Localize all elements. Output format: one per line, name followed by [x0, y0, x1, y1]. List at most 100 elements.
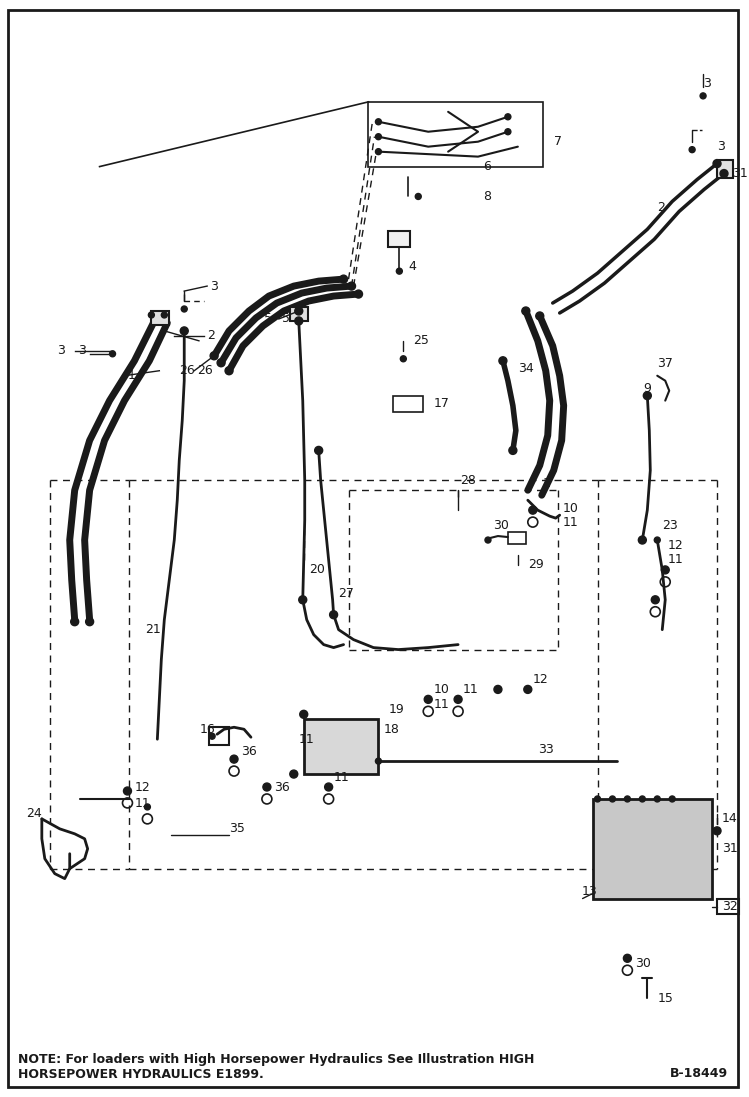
Text: 24: 24 — [26, 807, 42, 821]
Bar — [508, 532, 526, 544]
Text: 11: 11 — [433, 698, 449, 711]
Text: 27: 27 — [339, 587, 354, 600]
Circle shape — [505, 114, 511, 120]
Circle shape — [638, 536, 646, 544]
Circle shape — [536, 312, 544, 320]
Circle shape — [499, 357, 507, 365]
Circle shape — [295, 317, 303, 325]
Circle shape — [324, 783, 333, 791]
Text: NOTE: For loaders with High Horsepower Hydraulics See Illustration HIGH
HORSEPOW: NOTE: For loaders with High Horsepower H… — [18, 1053, 534, 1081]
Text: 37: 37 — [658, 358, 673, 371]
Text: 11: 11 — [463, 683, 479, 695]
Text: 12: 12 — [134, 780, 151, 793]
Circle shape — [148, 312, 154, 318]
Circle shape — [689, 147, 695, 152]
Circle shape — [623, 954, 631, 962]
Text: 8: 8 — [483, 190, 491, 203]
Text: 6: 6 — [483, 160, 491, 173]
Text: 28: 28 — [460, 474, 476, 487]
Text: 26: 26 — [197, 364, 213, 377]
Text: 11: 11 — [333, 770, 349, 783]
Text: 32: 32 — [722, 900, 738, 913]
Circle shape — [339, 275, 348, 283]
Circle shape — [210, 352, 218, 360]
Circle shape — [209, 733, 215, 739]
Circle shape — [161, 312, 167, 318]
Circle shape — [595, 796, 601, 802]
Text: 36: 36 — [241, 745, 257, 758]
Text: 9: 9 — [643, 382, 651, 395]
Text: 29: 29 — [528, 558, 544, 572]
Circle shape — [217, 359, 225, 366]
Circle shape — [181, 327, 188, 335]
Text: 10: 10 — [433, 683, 449, 695]
Text: 10: 10 — [562, 501, 578, 514]
Text: 1: 1 — [127, 370, 136, 382]
Text: 7: 7 — [554, 135, 562, 148]
Text: 33: 33 — [538, 743, 554, 756]
Text: 25: 25 — [413, 335, 429, 348]
Circle shape — [505, 128, 511, 135]
Text: 35: 35 — [229, 823, 245, 835]
Circle shape — [640, 796, 646, 802]
Text: 3: 3 — [210, 280, 218, 293]
Circle shape — [700, 93, 706, 99]
Circle shape — [315, 446, 323, 454]
Bar — [389, 231, 410, 247]
Text: 30: 30 — [493, 519, 509, 532]
Circle shape — [295, 307, 303, 315]
Text: 11: 11 — [134, 798, 151, 811]
Circle shape — [494, 686, 502, 693]
Circle shape — [299, 596, 307, 603]
Text: 12: 12 — [667, 539, 683, 552]
Circle shape — [145, 804, 151, 810]
Circle shape — [354, 290, 363, 298]
Circle shape — [124, 787, 132, 795]
Bar — [209, 727, 229, 745]
Circle shape — [713, 827, 721, 835]
Text: 11: 11 — [667, 554, 683, 566]
Text: 17: 17 — [433, 397, 449, 410]
Bar — [393, 396, 423, 411]
Circle shape — [720, 170, 728, 178]
Text: B-18449: B-18449 — [670, 1066, 728, 1079]
Circle shape — [524, 686, 532, 693]
Circle shape — [230, 755, 238, 764]
Text: 26: 26 — [179, 364, 195, 377]
Circle shape — [713, 160, 721, 168]
Circle shape — [485, 538, 491, 543]
Bar — [717, 898, 739, 915]
Text: 12: 12 — [533, 672, 548, 686]
Circle shape — [400, 355, 406, 362]
Text: 13: 13 — [582, 885, 598, 898]
Text: 30: 30 — [635, 957, 651, 970]
Text: 11: 11 — [562, 516, 578, 529]
Text: 2: 2 — [658, 201, 665, 214]
Circle shape — [109, 351, 115, 357]
Circle shape — [375, 758, 381, 765]
Circle shape — [652, 596, 659, 603]
Circle shape — [181, 306, 187, 312]
Text: 23: 23 — [662, 519, 678, 532]
Text: 31: 31 — [732, 167, 748, 180]
Circle shape — [522, 307, 530, 315]
Circle shape — [655, 796, 661, 802]
Circle shape — [375, 149, 381, 155]
Circle shape — [225, 366, 233, 375]
Text: 19: 19 — [389, 703, 404, 716]
Bar — [304, 720, 378, 774]
Circle shape — [643, 392, 652, 399]
Text: 4: 4 — [408, 260, 416, 273]
Circle shape — [625, 796, 631, 802]
Text: 3: 3 — [717, 140, 725, 154]
Circle shape — [661, 566, 669, 574]
Circle shape — [330, 611, 338, 619]
Text: 5: 5 — [264, 313, 272, 326]
Circle shape — [655, 538, 661, 543]
Text: 36: 36 — [274, 780, 290, 793]
Text: 3: 3 — [57, 344, 64, 358]
Circle shape — [348, 282, 356, 290]
Circle shape — [300, 711, 308, 719]
Circle shape — [85, 618, 94, 625]
Circle shape — [70, 618, 79, 625]
